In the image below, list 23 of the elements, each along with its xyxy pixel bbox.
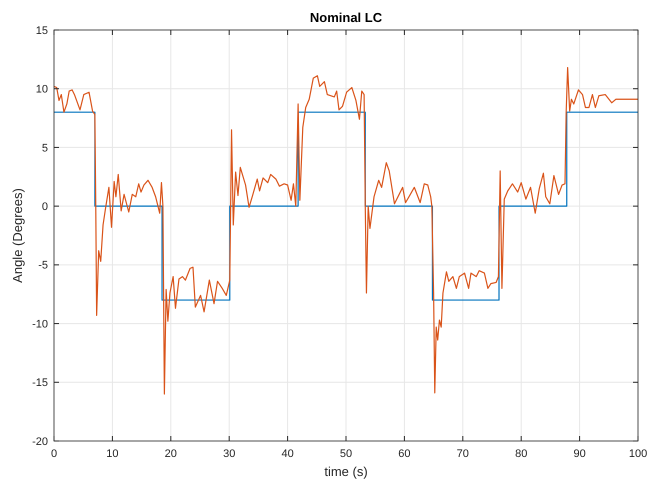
x-tick-label: 90 <box>573 448 586 460</box>
x-tick-label: 100 <box>628 448 648 460</box>
x-axis-title: time (s) <box>324 464 368 479</box>
x-tick-label: 70 <box>456 448 469 460</box>
y-tick-label: 10 <box>36 84 48 96</box>
x-tick-label: 10 <box>106 448 119 460</box>
x-tick-label: 60 <box>398 448 411 460</box>
y-tick-label: 0 <box>42 200 48 213</box>
x-tick-label: 30 <box>223 448 236 460</box>
x-tick-label: 50 <box>340 448 352 460</box>
x-tick-label: 40 <box>281 448 294 460</box>
y-tick-label: 5 <box>42 142 48 154</box>
x-tick-label: 80 <box>515 448 528 460</box>
y-tick-label: -10 <box>32 318 48 330</box>
y-tick-label: 15 <box>36 24 48 37</box>
y-tick-label: -15 <box>32 377 48 390</box>
x-tick-label: 0 <box>50 448 58 460</box>
line-series <box>53 66 639 395</box>
y-axis-title: Angle (Degrees) <box>10 188 25 283</box>
y-tick-label: -5 <box>38 260 48 272</box>
x-tick-label: 20 <box>164 448 177 460</box>
chart-title: Nominal LC <box>310 10 383 25</box>
y-tick-label: -20 <box>32 436 48 448</box>
